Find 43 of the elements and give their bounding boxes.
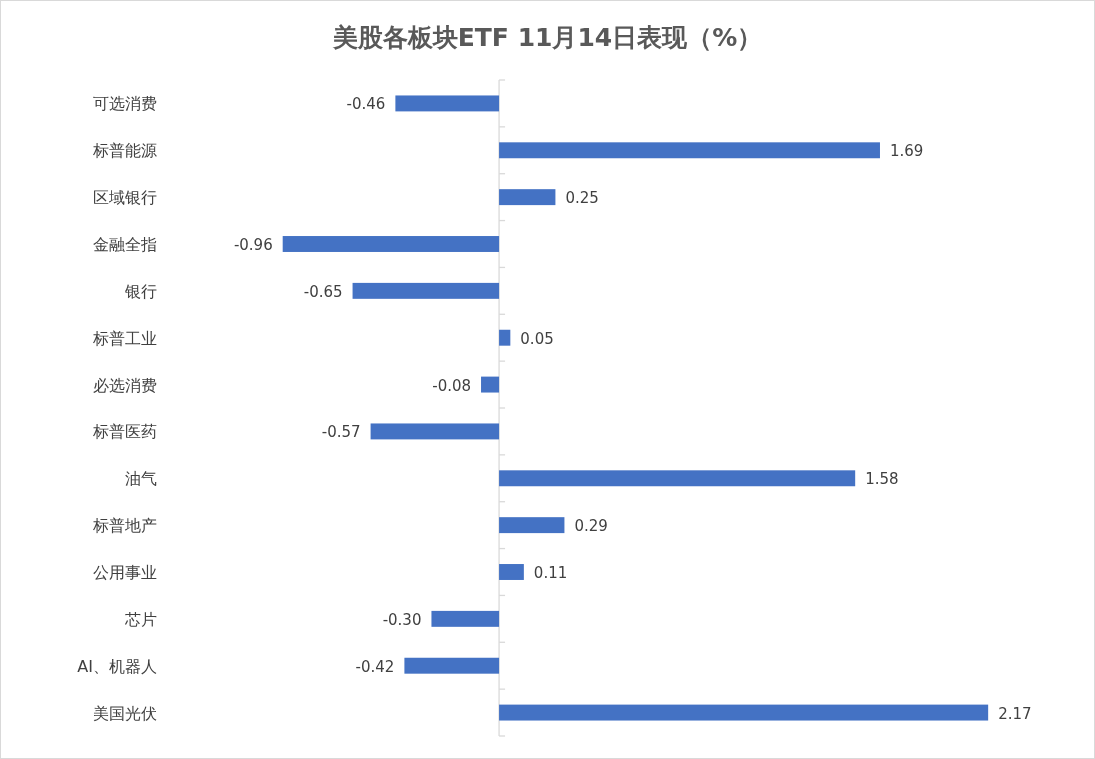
data-label: 2.17 [998,704,1032,723]
bar [395,95,500,112]
bar [370,423,500,440]
y-tick-label: 金融全指 [93,235,157,254]
y-tick-label: 标普医药 [92,422,157,442]
data-label: -0.96 [233,236,273,254]
data-label: 0.25 [565,189,599,208]
bar [499,142,880,159]
y-tick-label: 银行 [124,281,157,301]
y-tick-label: 标普能源 [92,141,157,161]
data-label: 1.69 [889,142,924,161]
y-tick-label: 可选消费 [93,94,157,114]
data-label: -0.42 [355,657,395,676]
bar [352,282,500,299]
data-label: -0.46 [346,95,386,114]
data-label: 0.05 [520,329,554,348]
y-tick-label: 芯片 [124,609,157,629]
bar [499,329,511,346]
y-tick-label: 区域银行 [93,188,157,208]
bar [499,189,556,206]
bar [481,376,500,393]
y-tick-label: 标普工业 [92,328,157,348]
bar [499,704,989,721]
y-tick-label: 公用事业 [93,563,157,582]
chart-title: 美股各板块ETF 11月14日表现（%） [331,23,763,52]
y-tick-label: AI、机器人 [77,656,157,676]
bar [499,564,524,580]
bar [404,657,500,674]
data-label: -0.08 [432,376,472,395]
data-label: 0.11 [533,564,568,582]
data-label: 0.29 [574,517,608,536]
y-tick-label: 美国光伏 [93,703,157,723]
y-tick-label: 油气 [125,469,157,489]
data-label: 1.58 [865,470,899,489]
bar [282,236,500,252]
data-label: -0.57 [321,423,361,442]
bar [431,610,500,627]
data-label: -0.30 [382,610,422,629]
data-label: -0.65 [303,282,343,301]
bar [499,470,856,487]
y-tick-label: 必选消费 [93,375,157,395]
y-tick-label: 标普地产 [92,516,157,536]
bar [499,517,565,534]
